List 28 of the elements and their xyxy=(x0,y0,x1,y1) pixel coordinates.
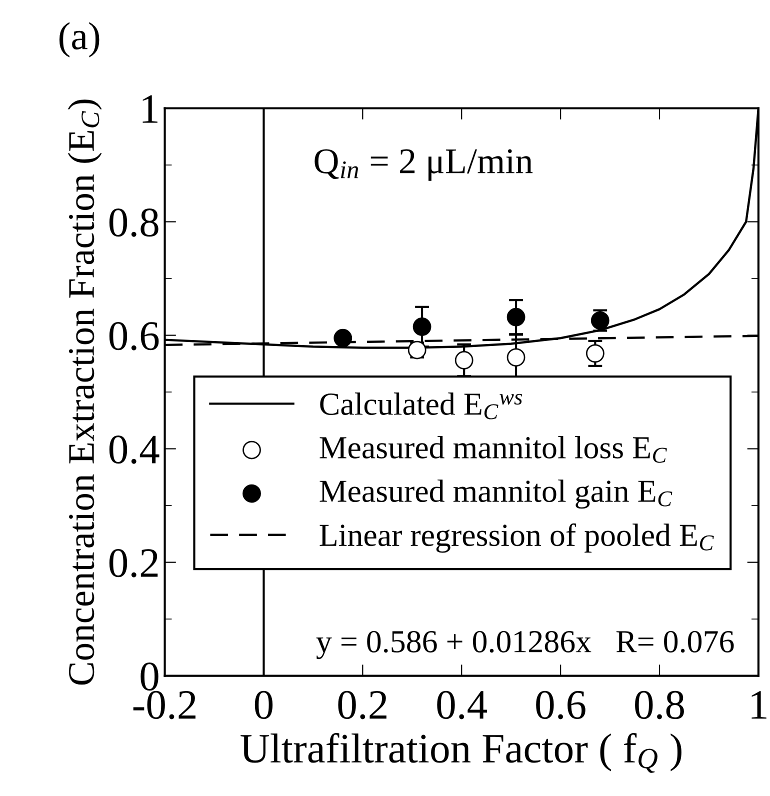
point xyxy=(412,318,432,336)
point xyxy=(334,328,352,348)
x-tick-label: 0.2 xyxy=(338,690,386,720)
point xyxy=(506,308,526,326)
y-tick-label: 0.2 xyxy=(109,549,158,578)
point xyxy=(506,348,526,367)
legend-label: Measured mannitol gain E$_{C}$ xyxy=(320,480,672,509)
y-axis-title: Concentration Extraction Fraction (E$_{C}$) xyxy=(68,100,102,685)
legend-label: Linear regression of pooled E$_{C}$ xyxy=(320,523,714,553)
x-tick-label: 0 xyxy=(254,690,273,720)
point xyxy=(586,344,604,363)
x-axis-title: Ultrafiltration Factor ( f$_{Q}$ ) xyxy=(240,733,682,773)
x-tick-label: 0.6 xyxy=(536,690,586,720)
y-tick-label: 0 xyxy=(140,662,158,691)
x-tick-label: 0.4 xyxy=(437,690,488,720)
x-tick-label: 1 xyxy=(752,691,766,719)
legend-label: Calculated E$_{C}$$^{ws}$ xyxy=(320,392,522,420)
y-tick-label: 1 xyxy=(142,95,158,123)
y-tick-label: 0.8 xyxy=(109,208,158,237)
annotation: Q$_{in}$ = 2 μL/min xyxy=(314,149,533,181)
x-tick-label: 0.8 xyxy=(635,690,684,720)
annotation: y = 0.586 + 0.01286x R= 0.076 xyxy=(316,630,734,660)
text: (a) xyxy=(59,22,100,58)
point xyxy=(454,351,474,370)
legend-label: Measured mannitol loss E$_{C}$ xyxy=(320,436,667,463)
x-tick-label: -0.2 xyxy=(133,690,196,720)
y-tick-label: 0.4 xyxy=(109,436,160,464)
y-tick-label: 0.6 xyxy=(109,322,159,350)
